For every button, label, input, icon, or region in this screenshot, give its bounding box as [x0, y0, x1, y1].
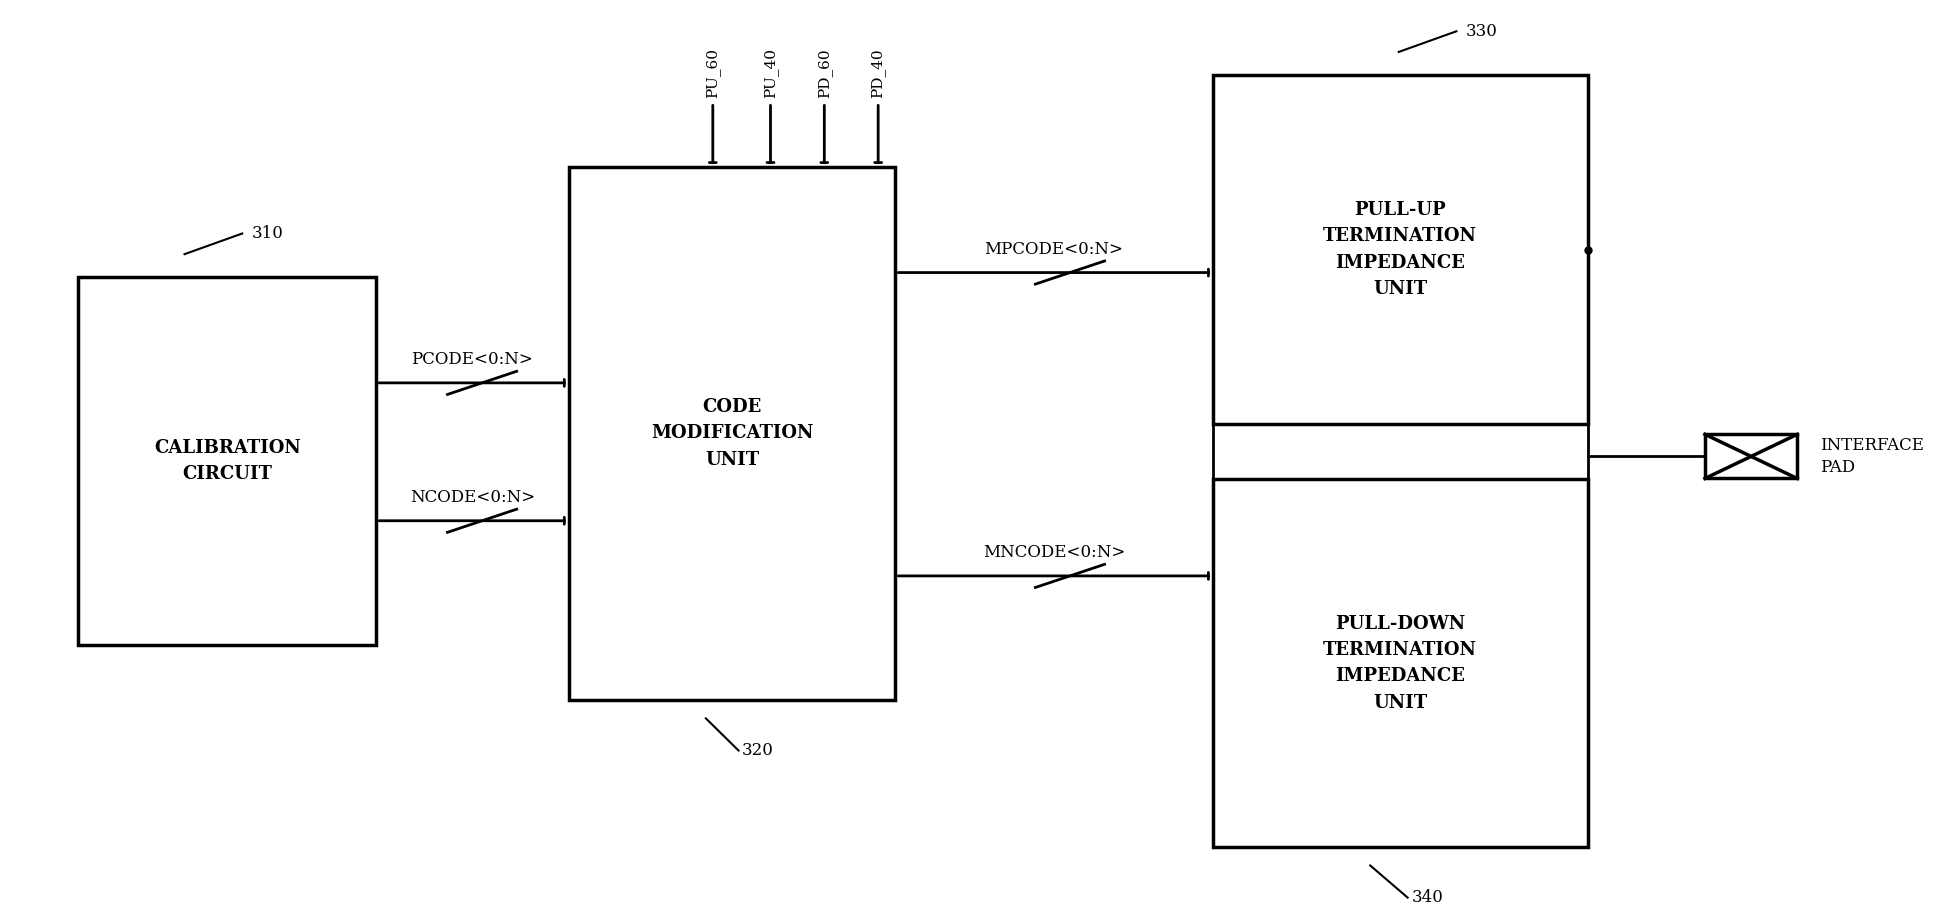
Text: PD_60: PD_60 [816, 48, 832, 98]
Text: CODE
MODIFICATION
UNIT: CODE MODIFICATION UNIT [651, 398, 812, 468]
Bar [569, 167, 896, 700]
Text: 320: 320 [742, 742, 773, 759]
Text: PULL-UP
TERMINATION
IMPEDANCE
UNIT: PULL-UP TERMINATION IMPEDANCE UNIT [1323, 201, 1477, 298]
Text: PD_40: PD_40 [871, 48, 886, 98]
Text: MPCODE<0:N>: MPCODE<0:N> [984, 241, 1124, 258]
Text: MNCODE<0:N>: MNCODE<0:N> [984, 544, 1126, 561]
Text: PCODE<0:N>: PCODE<0:N> [411, 351, 534, 369]
Text: NCODE<0:N>: NCODE<0:N> [409, 490, 536, 506]
Text: 330: 330 [1467, 23, 1498, 40]
Bar [78, 278, 376, 644]
Bar [1214, 479, 1588, 847]
Text: 310: 310 [251, 225, 284, 242]
Text: INTERFACE
PAD: INTERFACE PAD [1819, 437, 1925, 476]
Bar [1704, 434, 1798, 479]
Text: PU_60: PU_60 [705, 48, 721, 98]
Text: 340: 340 [1412, 889, 1443, 906]
Text: CALIBRATION
CIRCUIT: CALIBRATION CIRCUIT [154, 439, 300, 483]
Text: PU_40: PU_40 [764, 48, 777, 98]
Text: PULL-DOWN
TERMINATION
IMPEDANCE
UNIT: PULL-DOWN TERMINATION IMPEDANCE UNIT [1323, 615, 1477, 712]
Bar [1214, 75, 1588, 424]
